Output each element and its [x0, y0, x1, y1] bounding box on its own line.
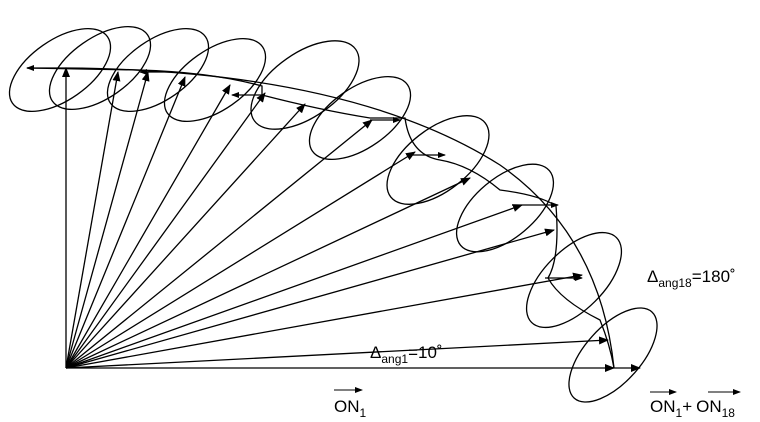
- label-on1-plus-on18: ON1+ ON18: [650, 389, 741, 420]
- vector-6: [65, 92, 266, 369]
- trajectory-curves: [26, 67, 615, 369]
- label-delta-ang1: Δang1=10˚: [370, 343, 443, 366]
- ellipse-4: [163, 37, 267, 123]
- ellipse-8: [455, 163, 555, 253]
- polarization-ellipses: [8, 25, 658, 403]
- svg-text:Δang18=180˚: Δang18=180˚: [647, 267, 736, 290]
- vector-12: [65, 228, 555, 369]
- vector-4: [65, 76, 186, 369]
- phasor-vectors: [62, 67, 641, 372]
- vector-11: [65, 204, 523, 369]
- ellipse-3: [106, 27, 210, 113]
- vector-2: [65, 71, 121, 369]
- vector-3: [65, 71, 150, 369]
- stepped-curve: [26, 67, 615, 369]
- label-delta-ang18: Δang18=180˚: [647, 267, 736, 290]
- ellipse-10: [568, 307, 658, 403]
- svg-text:ON1+ON18: ON1+ ON18: [650, 397, 735, 420]
- ellipse-1: [8, 27, 112, 113]
- svg-text:Δang1=10˚: Δang1=10˚: [370, 343, 443, 366]
- ellipse-6: [308, 75, 412, 161]
- vector-8: [65, 119, 373, 369]
- svg-text:ON1: ON1: [334, 397, 367, 420]
- vector-13: [65, 272, 583, 369]
- vector-9: [65, 151, 416, 369]
- ellipse-2: [48, 25, 152, 111]
- vector-14: [65, 336, 609, 369]
- vector-7: [65, 103, 306, 369]
- vector-10: [65, 177, 471, 369]
- label-on1: ON1: [334, 387, 367, 420]
- vector-5: [65, 84, 231, 369]
- ellipse-9: [525, 231, 623, 329]
